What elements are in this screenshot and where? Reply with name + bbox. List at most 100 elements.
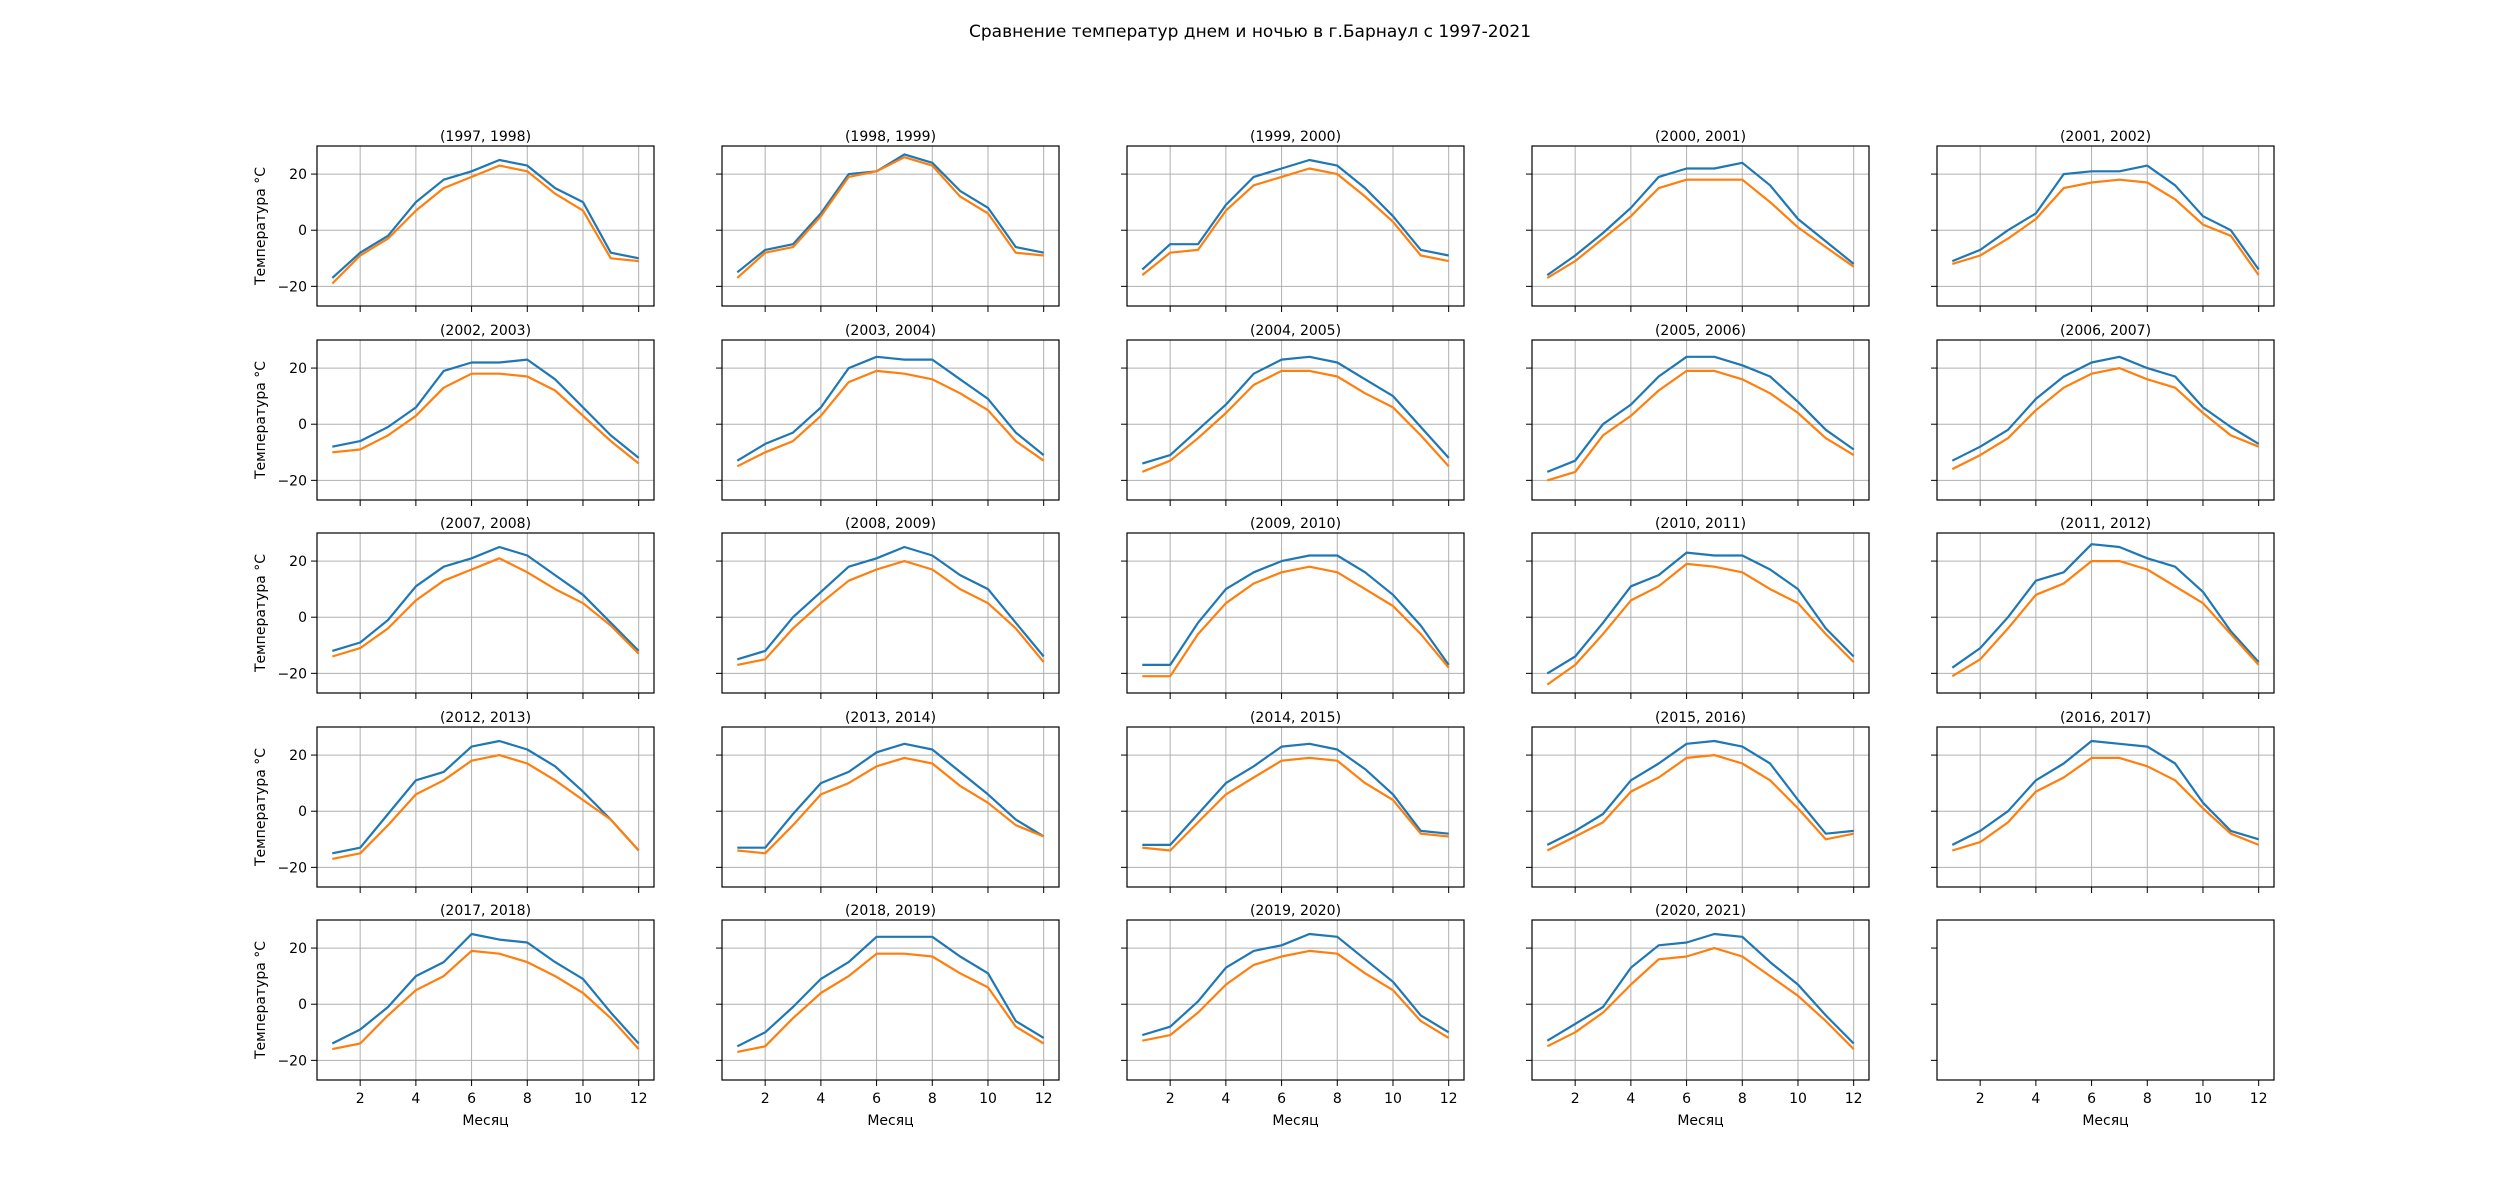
- x-tick-label: 8: [1333, 1091, 1342, 1107]
- series-line-night: [332, 372, 640, 465]
- x-tick-label: 8: [2143, 1091, 2152, 1107]
- x-tick-label: 12: [1035, 1091, 1053, 1107]
- series-line-night: [1546, 946, 1855, 1050]
- series-line-night: [1951, 756, 2260, 852]
- y-tick-label: −20: [277, 1053, 307, 1069]
- x-tick-label: 10: [1384, 1091, 1402, 1107]
- axes-frame: [1936, 145, 2275, 307]
- y-tick-label: 20: [289, 361, 307, 377]
- axes-frame: [316, 339, 655, 501]
- subplot-title: (2018, 2019): [845, 903, 936, 919]
- axes-frame: [316, 726, 655, 888]
- axes-frame: [1126, 726, 1465, 888]
- y-tick-label: 0: [298, 223, 307, 239]
- subplot: (2018, 2019) 2 4 6 8 10 12 Месяц: [716, 903, 1060, 1129]
- subplot: (2020, 2021) 2 4 6 8 10 12 Месяц: [1526, 903, 1870, 1129]
- series-line-night: [736, 156, 1044, 279]
- subplot: (2008, 2009): [716, 516, 1060, 699]
- series-line-day: [736, 545, 1045, 661]
- x-tick-label: 6: [467, 1091, 476, 1107]
- axes-frame: [1126, 532, 1465, 694]
- axes-frame: [721, 726, 1060, 888]
- series-line-day: [1141, 158, 1449, 271]
- series-line-day: [1142, 554, 1450, 667]
- y-tick-label: −20: [277, 666, 307, 682]
- series-line-day: [332, 358, 640, 459]
- axes-frame: [1531, 339, 1870, 501]
- series-line-day: [736, 153, 1044, 274]
- x-tick-label: 6: [1682, 1091, 1691, 1107]
- subplot-title: (2014, 2015): [1250, 710, 1341, 726]
- x-axis-label: Месяц: [1677, 1113, 1723, 1129]
- series-line-day: [1951, 739, 2260, 846]
- y-tick-label: 0: [298, 610, 307, 626]
- series-line-night: [1546, 562, 1855, 686]
- subplot: (1997, 1998) −20 0 20 Температура °C: [253, 129, 655, 312]
- subplot: 2 4 6 8 10 12 Месяц: [1931, 919, 2275, 1129]
- subplot-title: (2008, 2009): [845, 516, 936, 532]
- axes-frame: [721, 145, 1060, 307]
- axes-frame: [1531, 726, 1870, 888]
- subplot-title: (2013, 2014): [845, 710, 936, 726]
- subplot-title: (2010, 2011): [1655, 516, 1746, 532]
- figure-title: Сравнение температур днем и ночью в г.Ба…: [969, 22, 1531, 42]
- series-line-day: [1951, 543, 2260, 669]
- subplot: (2016, 2017): [1931, 710, 2275, 893]
- series-line-night: [1546, 753, 1854, 852]
- series-line-day: [1141, 932, 1450, 1037]
- x-tick-label: 10: [2194, 1091, 2212, 1107]
- subplot: (2000, 2001): [1526, 129, 1870, 312]
- subplot: (2015, 2016): [1526, 710, 1870, 893]
- subplot-title: (2019, 2020): [1250, 903, 1341, 919]
- x-tick-label: 4: [1221, 1091, 1230, 1107]
- subplot: (1998, 1999): [716, 129, 1060, 312]
- series-line-night: [737, 756, 1045, 855]
- series-line-night: [1141, 369, 1450, 473]
- series-line-day: [1546, 551, 1855, 675]
- x-tick-label: 12: [2250, 1091, 2268, 1107]
- x-tick-label: 2: [761, 1091, 770, 1107]
- axes-frame: [1531, 145, 1870, 307]
- series-line-day: [736, 935, 1045, 1048]
- subplot: (2006, 2007): [1931, 323, 2275, 506]
- axes-frame: [1936, 339, 2275, 501]
- y-tick-label: −20: [277, 473, 307, 489]
- axes-frame: [1531, 532, 1870, 694]
- series-line-day: [331, 932, 640, 1045]
- series-line-night: [1142, 756, 1449, 852]
- subplot: (2001, 2002): [1931, 129, 2275, 312]
- subplot: (2003, 2004): [716, 323, 1060, 506]
- y-tick-label: 0: [298, 997, 307, 1013]
- series-line-day: [1141, 355, 1450, 465]
- subplot: (2009, 2010): [1121, 516, 1465, 699]
- x-tick-label: 2: [1976, 1091, 1985, 1107]
- y-axis-label: Температура °C: [253, 554, 269, 673]
- series-line-night: [332, 753, 640, 860]
- axes-frame: [721, 919, 1060, 1081]
- series-line-day: [1546, 932, 1855, 1045]
- y-axis-label: Температура °C: [253, 748, 269, 867]
- axes-frame: [316, 145, 655, 307]
- x-axis-label: Месяц: [2082, 1113, 2128, 1129]
- y-tick-label: 20: [289, 167, 307, 183]
- x-tick-label: 12: [630, 1091, 648, 1107]
- subplot: (2007, 2008) −20 0 20 Температура °C: [253, 516, 655, 699]
- series-line-night: [332, 949, 640, 1051]
- x-tick-label: 10: [574, 1091, 592, 1107]
- subplot: (2011, 2012): [1931, 516, 2275, 699]
- axes-frame: [1936, 532, 2275, 694]
- series-line-night: [1546, 369, 1855, 482]
- series-line-day: [1142, 742, 1449, 847]
- y-axis-label: Температура °C: [253, 167, 269, 286]
- axes-frame: [1126, 145, 1465, 307]
- x-axis-label: Месяц: [867, 1113, 913, 1129]
- x-tick-label: 4: [1626, 1091, 1635, 1107]
- subplot-title: (2006, 2007): [2060, 323, 2151, 339]
- series-line-day: [1546, 739, 1854, 846]
- axes-frame: [721, 339, 1060, 501]
- subplot-title: (2016, 2017): [2060, 710, 2151, 726]
- axes-frame: [1126, 919, 1465, 1081]
- x-tick-label: 4: [816, 1091, 825, 1107]
